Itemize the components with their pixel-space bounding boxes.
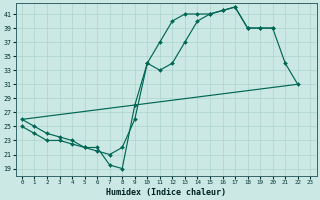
- X-axis label: Humidex (Indice chaleur): Humidex (Indice chaleur): [106, 188, 226, 197]
